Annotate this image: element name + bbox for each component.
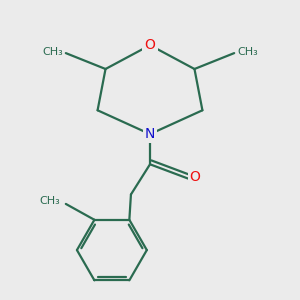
Text: CH₃: CH₃ — [237, 46, 258, 56]
Text: O: O — [145, 38, 155, 52]
Text: O: O — [190, 170, 200, 184]
Text: N: N — [145, 127, 155, 141]
Text: CH₃: CH₃ — [42, 46, 63, 56]
Text: CH₃: CH₃ — [39, 196, 60, 206]
